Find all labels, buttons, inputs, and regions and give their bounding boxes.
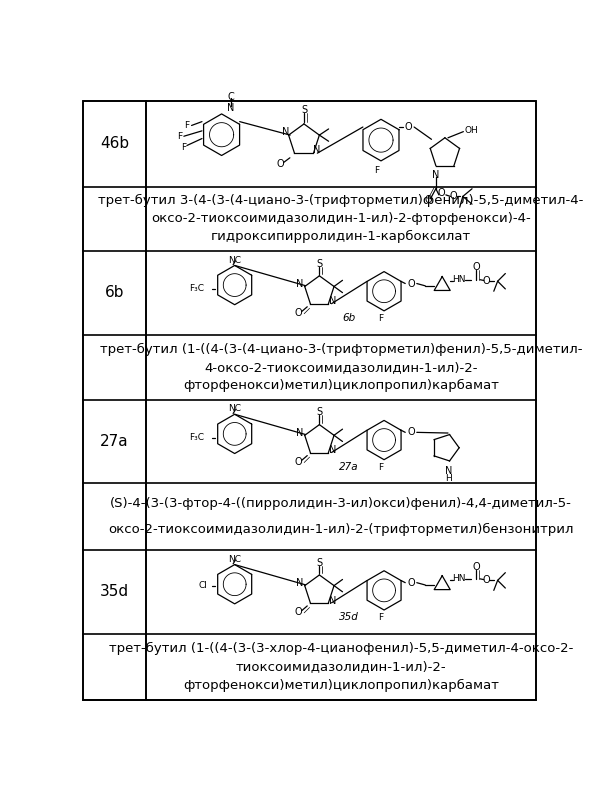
Text: 35d: 35d: [100, 584, 129, 600]
Text: O: O: [472, 262, 480, 272]
Text: HN: HN: [452, 574, 466, 584]
Text: NC: NC: [228, 255, 241, 265]
Text: O: O: [450, 191, 457, 201]
Text: S: S: [316, 259, 323, 269]
Text: O: O: [472, 561, 480, 572]
Text: F: F: [177, 132, 182, 140]
Text: O: O: [408, 278, 415, 289]
Text: фторфенокси)метил)циклопропил)карбамат: фторфенокси)метил)циклопропил)карбамат: [183, 679, 499, 691]
Text: S: S: [301, 105, 307, 115]
Text: F: F: [374, 166, 380, 174]
Text: NC: NC: [228, 554, 241, 564]
Text: 6b: 6b: [342, 313, 355, 324]
Text: OH: OH: [465, 125, 479, 135]
Text: O: O: [482, 576, 490, 585]
Text: F₃C: F₃C: [189, 285, 204, 293]
Text: гидроксипирролидин-1-карбоксилат: гидроксипирролидин-1-карбоксилат: [211, 230, 471, 243]
Text: трет-бутил (1-((4-(3-(3-хлор-4-цианофенил)-5,5-диметил-4-оксо-2-: трет-бутил (1-((4-(3-(3-хлор-4-цианофени…: [109, 642, 573, 655]
Text: O: O: [405, 122, 413, 132]
Text: N: N: [432, 170, 440, 180]
Text: N: N: [297, 279, 304, 289]
Text: O: O: [425, 195, 432, 205]
Text: O: O: [437, 188, 445, 197]
Text: фторфенокси)метил)циклопропил)карбамат: фторфенокси)метил)циклопропил)карбамат: [183, 379, 499, 393]
Text: оксо-2-тиоксоимидазолидин-1-ил)-2-фторфенокси)-4-: оксо-2-тиоксоимидазолидин-1-ил)-2-фторфе…: [151, 213, 531, 225]
Text: (S)-4-(3-(3-фтор-4-((пирролидин-3-ил)окси)фенил)-4,4-диметил-5-: (S)-4-(3-(3-фтор-4-((пирролидин-3-ил)окс…: [110, 497, 572, 510]
Text: O: O: [408, 427, 415, 438]
Text: O: O: [482, 276, 490, 286]
Text: трет-бутил (1-((4-(3-(4-циано-3-(трифторметил)фенил)-5,5-диметил-: трет-бутил (1-((4-(3-(4-циано-3-(трифтор…: [100, 343, 582, 356]
Text: O: O: [295, 607, 303, 617]
Text: O: O: [295, 457, 303, 467]
Text: F: F: [378, 314, 383, 323]
Text: 27a: 27a: [339, 462, 358, 472]
Text: оксо-2-тиоксоимидазолидин-1-ил)-2-(трифторметил)бензонитрил: оксо-2-тиоксоимидазолидин-1-ил)-2-(трифт…: [108, 523, 574, 536]
Text: N: N: [227, 103, 234, 113]
Text: тиоксоимидазолидин-1-ил)-2-: тиоксоимидазолидин-1-ил)-2-: [236, 661, 446, 673]
Text: 4-оксо-2-тиоксоимидазолидин-1-ил)-2-: 4-оксо-2-тиоксоимидазолидин-1-ил)-2-: [204, 361, 478, 374]
Text: N: N: [445, 465, 452, 476]
Text: F: F: [184, 121, 190, 130]
Text: N: N: [282, 127, 289, 137]
Text: O: O: [295, 308, 303, 318]
Text: NC: NC: [228, 404, 241, 413]
Text: 35d: 35d: [339, 612, 359, 623]
Text: N: N: [329, 596, 337, 606]
Text: N: N: [297, 428, 304, 438]
Text: N: N: [329, 445, 337, 455]
Text: F₃C: F₃C: [189, 433, 204, 442]
Text: трет-бутил 3-(4-(3-(4-циано-3-(трифторметил)фенил)-5,5-диметил-4-: трет-бутил 3-(4-(3-(4-циано-3-(трифторме…: [98, 194, 583, 208]
Text: F: F: [181, 143, 187, 151]
Text: N: N: [313, 145, 320, 155]
Text: 27a: 27a: [100, 434, 129, 449]
Text: F: F: [378, 613, 383, 623]
Text: 6b: 6b: [105, 285, 124, 301]
Text: N: N: [297, 578, 304, 588]
Text: C: C: [228, 92, 234, 102]
Text: H: H: [445, 474, 452, 483]
Text: F: F: [378, 463, 383, 472]
Text: S: S: [316, 557, 323, 568]
Text: HN: HN: [452, 275, 466, 284]
Text: Cl: Cl: [199, 581, 207, 590]
Text: O: O: [277, 159, 284, 169]
Text: 46b: 46b: [100, 136, 129, 151]
Text: O: O: [408, 577, 415, 588]
Text: N: N: [329, 297, 337, 306]
Text: S: S: [316, 408, 323, 417]
